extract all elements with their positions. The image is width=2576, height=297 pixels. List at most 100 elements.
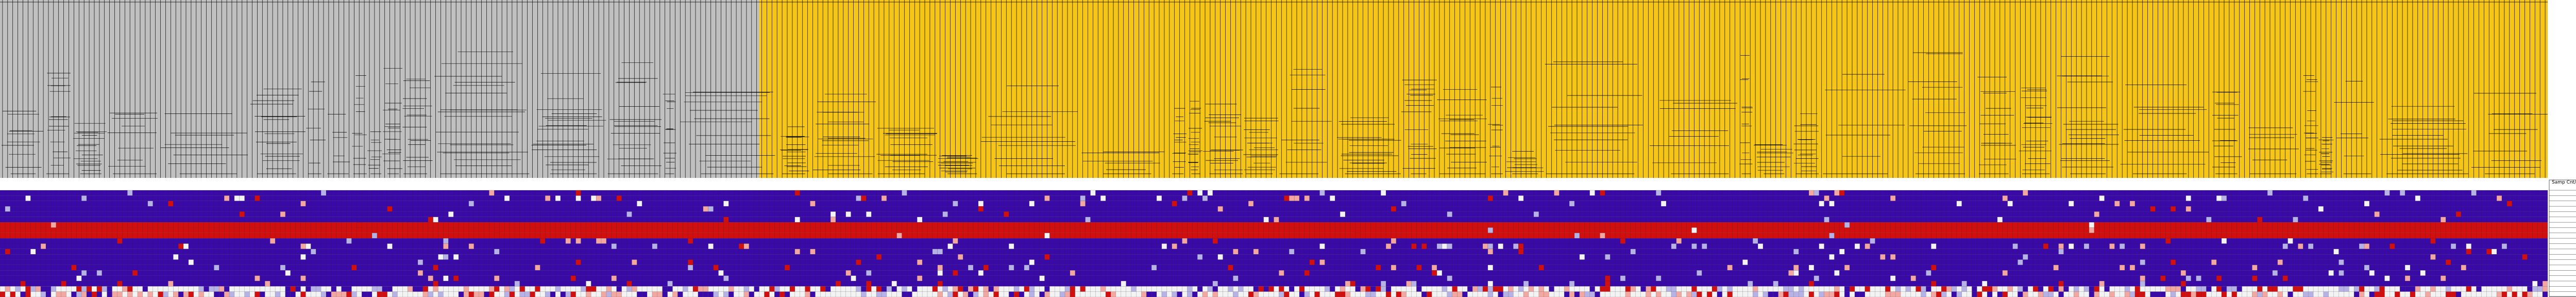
heatmap-cell xyxy=(836,281,841,287)
heatmap-cell xyxy=(902,286,907,292)
heatmap-cell xyxy=(1865,243,1870,249)
heatmap-cell xyxy=(708,243,714,249)
heatmap-cell xyxy=(2053,291,2059,297)
heatmap-cell xyxy=(1274,291,1279,297)
heatmap-cell xyxy=(1656,275,1662,281)
heatmap-cell xyxy=(1819,243,1824,249)
heatmap-cell xyxy=(1916,286,1921,292)
heatmap-cell xyxy=(1340,211,1345,217)
heatmap-cell xyxy=(947,291,953,297)
heatmap-cell xyxy=(1478,291,1483,297)
heatmap-cell xyxy=(2308,243,2314,249)
heatmap-cell xyxy=(774,286,780,292)
heatmap-cell xyxy=(1014,291,1019,297)
heatmap-cell xyxy=(657,291,663,297)
heatmap-cell xyxy=(856,195,861,201)
heatmap-cell xyxy=(1895,291,1901,297)
heatmap-cell xyxy=(2405,265,2410,271)
heatmap-cell xyxy=(1090,190,1096,196)
heatmap-cell xyxy=(443,243,449,249)
heatmap-cell xyxy=(519,286,525,292)
heatmap-cell xyxy=(1411,281,1417,287)
heatmap-cell xyxy=(2517,291,2522,297)
heatmap-cell xyxy=(351,265,357,271)
heatmap-cell xyxy=(1880,291,1886,297)
heatmap-cell xyxy=(667,281,673,287)
heatmap-cell xyxy=(1248,291,1253,297)
heatmap-cell xyxy=(198,291,204,297)
heatmap-cell xyxy=(2191,291,2196,297)
heatmap-cell xyxy=(479,291,484,297)
heatmap-cell xyxy=(489,291,495,297)
heatmap-cell xyxy=(2038,291,2043,297)
heatmap-cell xyxy=(632,286,637,292)
heatmap-cell xyxy=(902,291,907,297)
heatmap-cell xyxy=(1778,291,1784,297)
heatmap-cell xyxy=(2374,291,2380,297)
heatmap-cell xyxy=(1345,291,1350,297)
heatmap-cell xyxy=(1319,190,1325,196)
heatmap-cell xyxy=(2364,265,2369,271)
heatmap-cell xyxy=(316,286,321,292)
heatmap-cell xyxy=(524,291,530,297)
heatmap-cell xyxy=(1829,254,1835,260)
heatmap-cell xyxy=(1605,254,1611,260)
heatmap-cell xyxy=(2441,217,2446,223)
heatmap-cell xyxy=(138,291,143,297)
heatmap-cell xyxy=(1360,291,1366,297)
heatmap-cell xyxy=(1100,195,1106,201)
heatmap-cell xyxy=(2180,291,2186,297)
heatmap-cell xyxy=(1885,286,1891,292)
heatmap-cell xyxy=(2002,195,2008,201)
heatmap-cell xyxy=(723,201,729,207)
heatmap-cell xyxy=(2303,195,2309,201)
heatmap-cell xyxy=(311,291,316,297)
heatmap-cell xyxy=(596,238,601,244)
heatmap-cell xyxy=(2171,259,2176,265)
heatmap-cell xyxy=(2058,243,2064,249)
heatmap-cell xyxy=(912,286,918,292)
heatmap-cell xyxy=(2069,243,2074,249)
heatmap-cell xyxy=(1956,201,1962,207)
heatmap-cell xyxy=(2160,275,2166,281)
heatmap-cell xyxy=(708,206,714,212)
heatmap-cell xyxy=(2537,286,2543,292)
heatmap-cell xyxy=(2104,286,2110,292)
heatmap-cell xyxy=(1202,195,1208,201)
heatmap-cell xyxy=(1182,195,1188,201)
heatmap-cell xyxy=(265,291,270,297)
heatmap-cell xyxy=(1421,291,1427,297)
heatmap-cell xyxy=(810,201,816,207)
heatmap-cell xyxy=(1829,291,1835,297)
heatmap-cell xyxy=(2497,195,2502,201)
heatmap-cell xyxy=(1890,286,1896,292)
heatmap-cell xyxy=(968,286,973,292)
heatmap-cell xyxy=(1044,286,1050,292)
heatmap-cell xyxy=(2222,238,2227,244)
heatmap-cell xyxy=(2206,227,2212,233)
heatmap-cell xyxy=(1783,286,1789,292)
heatmap-cell xyxy=(2134,291,2140,297)
heatmap-cell xyxy=(2033,291,2038,297)
heatmap-cell xyxy=(907,291,912,297)
heatmap-cell xyxy=(473,291,479,297)
heatmap-grid xyxy=(0,190,2548,297)
heatmap-cell xyxy=(779,291,785,297)
heatmap-cell xyxy=(2451,291,2456,297)
heatmap-cell xyxy=(341,286,347,292)
heatmap-cell xyxy=(1360,286,1366,292)
heatmap-cell xyxy=(2140,291,2145,297)
heatmap-cell xyxy=(1865,286,1870,292)
heatmap-cell xyxy=(1314,291,1320,297)
heatmap-cell xyxy=(2441,275,2446,281)
heatmap-cell xyxy=(1381,281,1386,287)
heatmap-cell xyxy=(1106,291,1111,297)
heatmap-cell xyxy=(734,291,739,297)
heatmap-cell xyxy=(2125,291,2130,297)
heatmap-cell xyxy=(810,249,816,255)
heatmap-cell xyxy=(178,286,184,292)
heatmap-cell xyxy=(418,270,423,276)
heatmap-cell xyxy=(2461,265,2466,271)
heatmap-cell xyxy=(178,291,184,297)
heatmap-cell xyxy=(204,286,209,292)
